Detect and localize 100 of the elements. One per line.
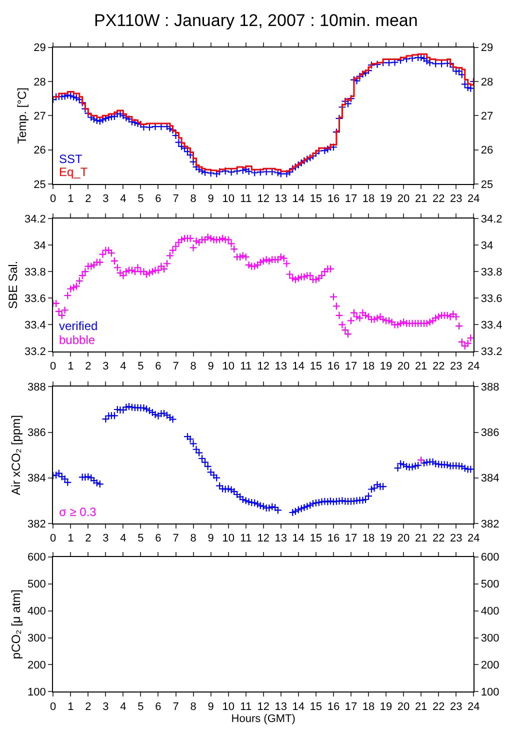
x-tick-label: 1 [68, 700, 74, 713]
x-tick-label: 13 [274, 700, 288, 713]
x-tick-label: 17 [344, 360, 358, 372]
x-tick-label: 3 [102, 360, 109, 372]
y-tick-label: 34 [34, 240, 46, 252]
y-tick-label: 27 [34, 110, 46, 123]
y-tick-label: 386 [28, 427, 46, 440]
x-tick-label: 8 [190, 532, 196, 545]
x-tick-label: 13 [274, 193, 288, 206]
x-tick-label: 0 [50, 360, 56, 372]
x-tick-label: 3 [102, 700, 109, 713]
x-tick-label: 17 [344, 193, 358, 206]
x-tick-label: 23 [450, 700, 462, 713]
x-tick-label: 12 [257, 193, 270, 206]
y2-tick-label: 34.2 [480, 213, 502, 226]
x-tick-label: 3 [102, 532, 109, 545]
y-tick-label: 29 [34, 42, 46, 54]
text: Eq_T [59, 165, 88, 179]
x-tick-label: 8 [190, 700, 196, 713]
x-tick-label: 17 [344, 700, 358, 713]
x-tick-label: 1 [68, 532, 74, 545]
series-label: bubble [59, 333, 96, 347]
y-tick-label: 500 [28, 578, 46, 591]
x-tick-label: 4 [120, 532, 126, 545]
x-tick-label: 22 [432, 700, 445, 713]
x-tick-label: 9 [208, 532, 214, 545]
x-tick-label: 21 [414, 360, 428, 372]
y2-tick-label: 29 [480, 42, 494, 54]
y-tick-label: 100 [28, 686, 46, 699]
y-tick-label: 26 [34, 144, 46, 157]
y-axis-title: Temp. [°C] [14, 88, 29, 144]
x-tick-label: 7 [172, 193, 179, 206]
y-tick-label: 25 [34, 178, 46, 191]
x-tick-label: 13 [274, 360, 288, 372]
x-tick-label: 10 [222, 700, 234, 713]
y2-tick-label: 386 [480, 427, 500, 440]
x-tick-label: 11 [240, 193, 252, 206]
x-tick-label: 9 [208, 700, 214, 713]
x-tick-label: 6 [155, 532, 162, 545]
y2-tick-label: 100 [480, 686, 500, 699]
x-tick-label: 14 [292, 360, 305, 372]
x-tick-label: 12 [257, 700, 270, 713]
y2-tick-label: 33.4 [480, 320, 502, 332]
x-tick-label: 2 [85, 360, 92, 372]
x-tick-label: 12 [257, 532, 270, 545]
text: SST [59, 152, 84, 166]
y2-tick-label: 25 [480, 178, 494, 191]
x-tick-label: 8 [190, 193, 196, 206]
x-tick-label: 5 [138, 700, 144, 713]
y2-tick-label: 384 [480, 472, 500, 485]
x-axis-title: Hours (GMT) [231, 713, 296, 726]
x-tick-label: 6 [155, 700, 162, 713]
x-tick-label: 7 [172, 360, 179, 372]
y-tick-label: 600 [28, 552, 46, 564]
x-tick-label: 0 [50, 193, 56, 206]
x-tick-label: 15 [310, 532, 322, 545]
x-tick-label: 22 [432, 193, 445, 206]
x-tick-label: 21 [414, 532, 428, 545]
x-tick-label: 11 [240, 360, 252, 372]
y-tick-label: 28 [34, 76, 46, 88]
y2-tick-label: 33.6 [480, 293, 502, 306]
x-tick-label: 21 [414, 700, 428, 713]
x-tick-label: 24 [468, 700, 480, 713]
x-tick-label: 9 [208, 193, 214, 206]
chart-title: PX110W : January 12, 2007 : 10min. mean [94, 11, 418, 30]
x-tick-label: 23 [450, 360, 462, 372]
y2-tick-label: 27 [480, 110, 494, 123]
x-tick-label: 6 [155, 360, 162, 372]
x-tick-label: 18 [362, 532, 375, 545]
x-tick-label: 7 [172, 700, 179, 713]
x-tick-label: 20 [397, 700, 410, 713]
y-tick-label: 388 [28, 382, 46, 394]
x-tick-label: 17 [344, 532, 358, 545]
y-tick-label: 33.8 [24, 266, 46, 278]
x-tick-label: 11 [240, 700, 252, 713]
x-tick-label: 19 [380, 532, 392, 545]
x-tick-label: 3 [102, 193, 109, 206]
y2-tick-label: 28 [480, 76, 494, 88]
x-tick-label: 16 [327, 700, 340, 713]
y2-tick-label: 200 [480, 660, 500, 672]
y-tick-label: 33.6 [24, 293, 46, 306]
x-tick-label: 19 [380, 193, 392, 206]
x-tick-label: 24 [468, 360, 480, 372]
x-tick-label: 24 [468, 193, 480, 206]
y-tick-label: 300 [28, 632, 46, 645]
x-tick-label: 4 [120, 360, 126, 372]
x-tick-label: 19 [380, 700, 392, 713]
x-tick-label: 0 [50, 532, 56, 545]
x-tick-label: 16 [327, 360, 340, 372]
y2-tick-label: 33.2 [480, 346, 502, 358]
y2-tick-label: 26 [480, 144, 494, 157]
x-tick-label: 15 [310, 193, 322, 206]
x-tick-label: 16 [327, 532, 340, 545]
text: σ ≥ 0.3 [59, 505, 97, 519]
x-tick-label: 1 [68, 193, 74, 206]
x-tick-label: 20 [397, 532, 410, 545]
y2-tick-label: 33.8 [480, 266, 502, 278]
x-tick-label: 12 [257, 360, 270, 372]
y2-tick-label: 388 [480, 382, 500, 394]
y-tick-label: 200 [28, 660, 46, 672]
